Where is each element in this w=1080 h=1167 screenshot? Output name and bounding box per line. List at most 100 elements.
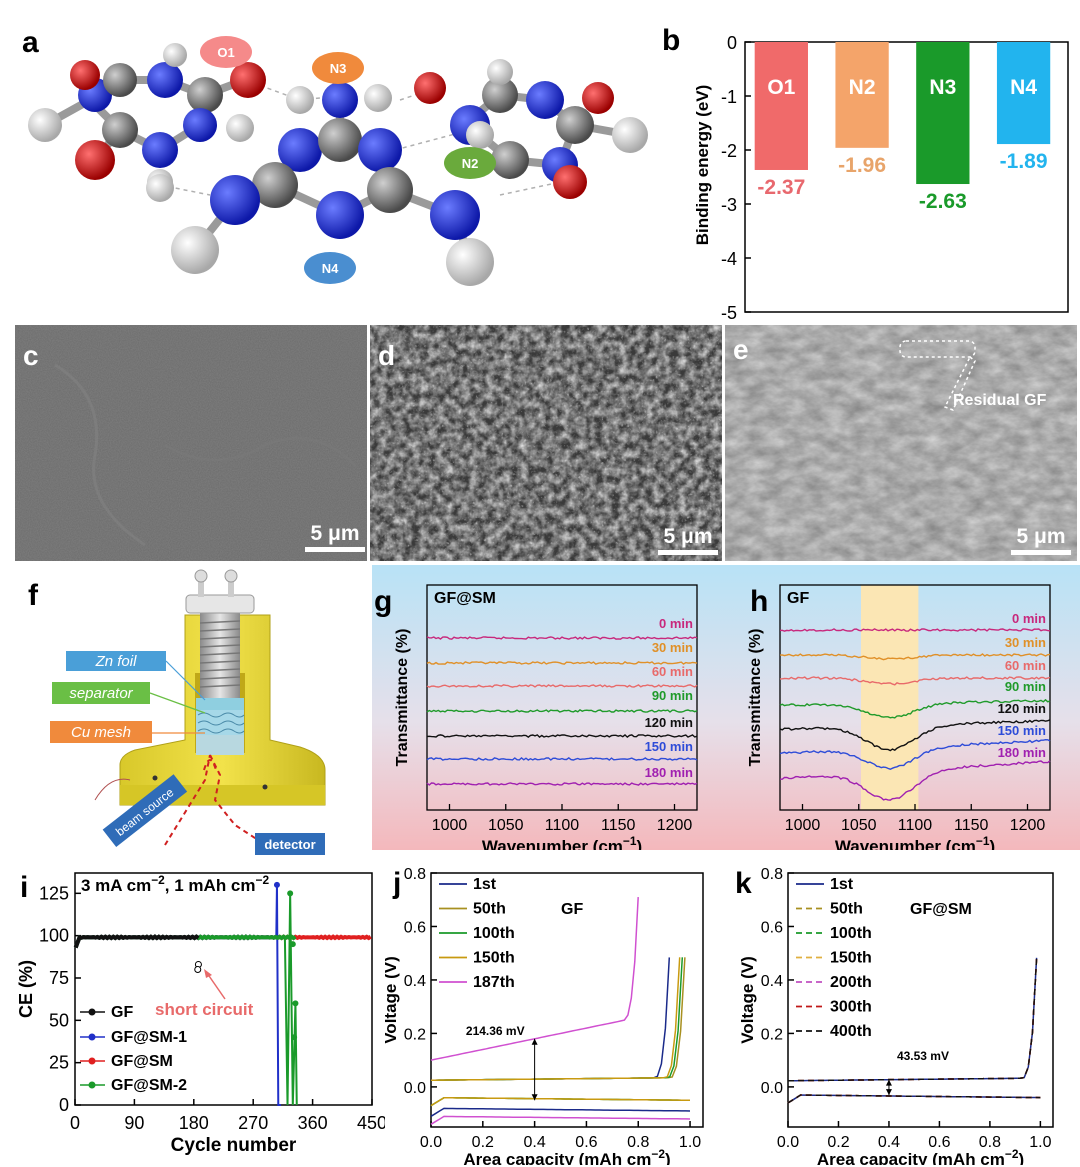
series-label: 120 min — [645, 715, 693, 730]
discharge-curve — [430, 1107, 691, 1117]
series-line — [426, 661, 698, 665]
x-axis-label: Area capacity (mAh cm−2) — [463, 1147, 670, 1165]
series-label: 60 min — [652, 664, 693, 679]
x-tick-label: 0.2 — [827, 1134, 849, 1151]
chart-title: 3 mA cm−2, 1 mAh cm−2 — [81, 873, 269, 895]
x-tick-label: 1.0 — [1029, 1134, 1051, 1151]
panel-letter-b: b — [662, 24, 680, 57]
y-axis-label: Voltage (V) — [738, 956, 757, 1044]
series-line — [779, 676, 1051, 686]
series-label: 60 min — [1005, 658, 1046, 673]
y-tick-label: -5 — [721, 303, 737, 320]
plot-frame — [74, 872, 373, 1106]
charge-curve — [430, 897, 639, 1061]
overpotential-label: 43.53 mV — [897, 1049, 949, 1063]
legend-label: 1st — [473, 876, 497, 893]
series-label: 180 min — [998, 745, 1046, 760]
series-line — [426, 782, 698, 786]
bar-category-label: N2 — [849, 76, 876, 99]
panel-b-binding-energy-chart: b Binding energy (eV) 0 -1 -2 -3 -4 -5 O1 -2.37… — [662, 24, 1069, 320]
x-tick-label: 0.8 — [627, 1134, 649, 1151]
short-circuit-annotation: short circuit — [155, 1000, 254, 1019]
legend-label: GF@SM-2 — [111, 1077, 187, 1094]
y-tick-label: 75 — [49, 968, 69, 988]
x-tick-label: 1200 — [1010, 817, 1046, 834]
svg-text:separator: separator — [69, 685, 133, 702]
y-tick-label: 0 — [727, 33, 737, 53]
series-line — [426, 733, 698, 739]
label-n4: N4 — [322, 261, 339, 276]
panel-k-voltage-gf-sm: k 0.0 0.2 0.4 0.6 0.8 1.00.00.20.40.60.8Area … — [735, 866, 1054, 1165]
series-label: 0 min — [659, 616, 693, 631]
panel-letter-e: e — [733, 334, 749, 365]
panel-letter-f: f — [28, 579, 39, 612]
plot-frame — [787, 872, 1054, 1128]
x-tick-label: 90 — [124, 1113, 144, 1133]
y-axis-label: Binding energy (eV) — [693, 85, 712, 246]
x-tick-label: 1050 — [488, 817, 524, 834]
x-tick-label: 0.4 — [523, 1134, 545, 1151]
x-tick-label: 1100 — [545, 817, 580, 834]
failure-point — [194, 966, 202, 974]
panel-e-sem-image: e Residual GF 5 μm — [725, 325, 1077, 561]
scale-bar: 5 μm — [305, 522, 365, 552]
label-cu-mesh: Cu mesh — [50, 721, 205, 743]
arrow-head — [885, 1089, 892, 1096]
failure-spike — [275, 884, 281, 1106]
scale-bar-label: 5 μm — [310, 522, 359, 545]
panel-letter-h: h — [750, 585, 768, 618]
annotation-arrow-head — [204, 969, 212, 978]
molecule-atoms — [28, 43, 648, 286]
discharge-curve — [430, 1096, 691, 1107]
x-tick-label: 0 — [70, 1113, 80, 1133]
y-tick-label: 0.8 — [404, 866, 426, 883]
y-tick-label: 0 — [59, 1095, 69, 1115]
panel-a-molecule: a — [22, 26, 648, 286]
panel-title: GF — [787, 590, 809, 607]
series-line — [780, 760, 1051, 801]
series-line — [779, 628, 1051, 632]
x-tick-label: 1000 — [785, 817, 821, 834]
y-tick-label: -4 — [721, 249, 737, 269]
failure-spike — [283, 893, 298, 1106]
discharge-curve — [787, 1094, 1041, 1104]
legend-label: 400th — [830, 1023, 872, 1040]
y-tick-label: 0.2 — [404, 1026, 426, 1043]
x-tick-label: 450 — [357, 1113, 385, 1133]
y-tick-label: 50 — [49, 1010, 69, 1030]
legend-label: 150th — [473, 950, 515, 967]
y-tick-label: 0.4 — [761, 973, 783, 990]
series-line — [779, 719, 1051, 752]
series-line — [779, 738, 1051, 770]
highlight-band — [861, 585, 919, 810]
bar-category-label: O1 — [767, 76, 795, 99]
series-line — [426, 684, 698, 688]
panel-c-sem-image: c 5 μm — [15, 325, 367, 561]
charge-curve — [431, 957, 684, 1081]
series-label: 180 min — [645, 765, 693, 780]
ftir-plot-h: 1000 1050 1100 1150 1200 Wavenumber (cm−1) Tra… — [747, 584, 1051, 850]
legend-marker — [88, 1033, 96, 1041]
residual-gf-marker — [899, 340, 976, 411]
scale-bar-label: 5 μm — [663, 525, 712, 548]
failure-point — [287, 890, 294, 897]
ftir-plot-g: 1000 1050 1100 1150 1200 Wavenumber (cm−1) Tra… — [394, 584, 698, 850]
x-tick-label: 0.6 — [928, 1134, 950, 1151]
series-line — [779, 653, 1051, 661]
failure-point — [273, 881, 280, 888]
series-label: 30 min — [652, 640, 693, 655]
y-axis-label: Transmittance (%) — [747, 629, 764, 767]
y-tick-label: 0.2 — [761, 1026, 783, 1043]
series-label: 0 min — [1012, 611, 1046, 626]
beam-path — [164, 754, 259, 846]
svg-text:Zn foil: Zn foil — [95, 653, 138, 670]
bar-category-label: N3 — [929, 76, 956, 99]
y-tick-label: 100 — [39, 926, 69, 946]
series-line — [426, 709, 698, 713]
label-n3: N3 — [330, 61, 347, 76]
x-tick-label: 0.6 — [575, 1134, 597, 1151]
x-tick-label: 180 — [179, 1113, 209, 1133]
y-tick-label: 0.8 — [761, 866, 783, 883]
x-tick-label: 1150 — [954, 817, 989, 834]
panel-i-ce-chart: i 0 90 180 270 360 450 0 25 50 75 100 125 Cycle numb… — [16, 871, 385, 1156]
